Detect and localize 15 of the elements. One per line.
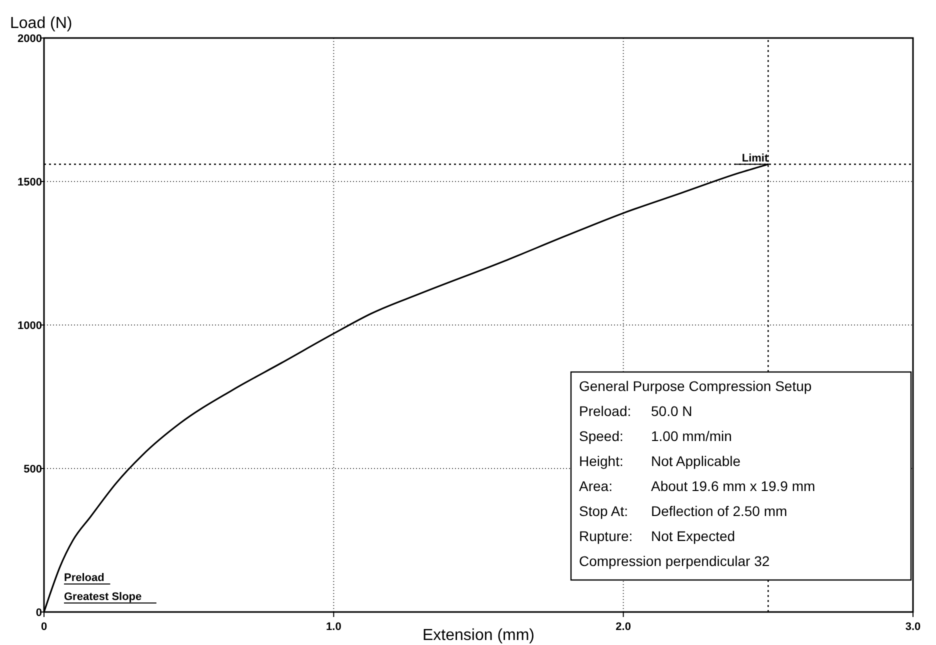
info-panel: General Purpose Compression Setup Preload: 50.0 N Speed: 1.00 mm/min Height: Not Applicable Area: About 19.6 mm x 19.9 mm Stop At: Deflection of 2.50 mm Rupture: Not Expected Compression perpendicular 32	[570, 371, 912, 581]
y-tick-label: 2000	[18, 33, 42, 45]
x-tick-label: 3.0	[905, 621, 921, 633]
annotation: Compression perpendicular 32	[579, 553, 770, 569]
x-axis-title: Extension (mm)	[422, 627, 535, 644]
annotation: Preload	[64, 572, 104, 584]
annotation: Greatest Slope	[64, 591, 142, 603]
y-axis-title: Load (N)	[10, 15, 72, 32]
y-tick-label: 1000	[18, 320, 42, 332]
x-tick-label: 2.0	[616, 621, 631, 633]
annotation: Limit	[742, 152, 768, 164]
annotation: General Purpose Compression Setup	[579, 378, 812, 394]
y-tick-label: 1500	[18, 176, 42, 188]
x-tick-label: 1.0	[326, 621, 342, 633]
y-tick-label: 500	[24, 464, 42, 476]
